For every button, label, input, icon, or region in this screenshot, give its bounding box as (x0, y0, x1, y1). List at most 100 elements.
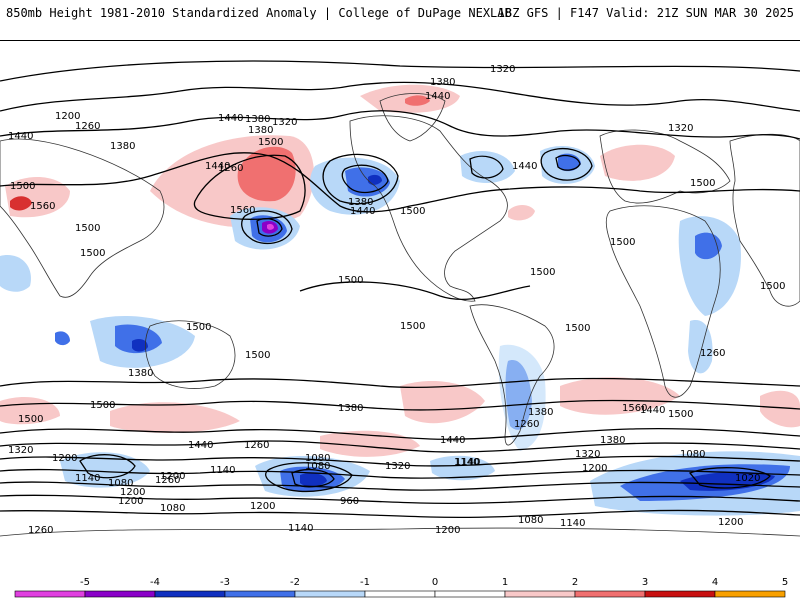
contour-label: 1500 (18, 414, 43, 425)
legend-color-swatch (644, 590, 716, 598)
contour-label: 1080 (108, 478, 133, 489)
legend-color-swatch (224, 590, 296, 598)
greenland-coast (379, 93, 446, 142)
legend-tick-label: 3 (642, 577, 648, 588)
contour-low-gulf-alaska-2 (341, 164, 389, 194)
contour-label: 1320 (490, 64, 515, 75)
contour-label: 1560 (622, 403, 647, 414)
legend-tick-label: -4 (150, 577, 160, 588)
contour-label: 1260 (75, 121, 100, 132)
contour-label: 1440 (218, 113, 243, 124)
map-title: 850mb Height 1981-2010 Standardized Anom… (6, 6, 512, 20)
contour-label: 1500 (400, 321, 425, 332)
contour-label: 1380 (430, 77, 455, 88)
positive-anomaly-atlantic (508, 205, 535, 221)
contour-label: 1080 (305, 461, 330, 472)
legend-tick-label: 5 (782, 577, 788, 588)
contour-label: 1500 (760, 281, 785, 292)
north-america-coast (349, 115, 508, 302)
australia-coast (145, 320, 236, 389)
legend-tick-label: 0 (432, 577, 438, 588)
contour-label: 1380 (528, 407, 553, 418)
legend-color-swatch (14, 590, 86, 598)
positive-anomaly-south-band-2 (110, 402, 240, 433)
africa-coast (605, 205, 721, 398)
asia-west-coast (0, 138, 165, 298)
negative-anomaly-subtropical-pacific-center (267, 224, 274, 230)
contour-label: 1080 (305, 453, 330, 464)
negative-anomaly-west-pacific-core (115, 324, 162, 354)
negative-anomaly-west-pacific-deep (132, 339, 148, 352)
height-contours (0, 60, 800, 519)
contour-low-south-pacific-2 (291, 468, 335, 488)
contour-1200-south (0, 481, 800, 491)
contour-label: 1380 (248, 125, 273, 136)
contour-label: 1500 (400, 206, 425, 217)
contour-label: 1440 (512, 161, 537, 172)
contour-low-canada (469, 155, 504, 179)
contour-label: 1320 (668, 123, 693, 134)
contour-label: 1560 (30, 201, 55, 212)
contour-label: 1440 (640, 405, 665, 416)
contour-label: 1380 (338, 403, 363, 414)
anomaly-shading (0, 84, 800, 516)
contour-label: 1200 (582, 463, 607, 474)
contour-label: 1500 (186, 322, 211, 333)
legend-tick-label: -2 (290, 577, 300, 588)
legend-tick-label: -1 (360, 577, 370, 588)
map-header: 850mb Height 1981-2010 Standardized Anom… (0, 0, 800, 41)
negative-anomaly-chile-light (498, 344, 546, 451)
contour-label: 1260 (244, 440, 269, 451)
contour-label: 1440 (350, 206, 375, 217)
south-america-coast (469, 304, 555, 446)
contour-label: 1260 (218, 163, 243, 174)
contour-label: 1500 (338, 275, 363, 286)
contour-label: 1200 (718, 517, 743, 528)
contour-label: 1080 (160, 503, 185, 514)
contour-1560-south (0, 377, 800, 389)
contour-label: 1500 (668, 409, 693, 420)
contour-1500-south (0, 399, 800, 411)
contour-label: 1440 (425, 91, 450, 102)
contour-label: 1140 (560, 518, 585, 529)
model-run-info: 18Z GFS | F147 Valid: 21Z SUN MAR 30 202… (497, 6, 794, 20)
legend-tick-label: 1 (502, 577, 508, 588)
world-map-panel: 1320 1380 1440 1200 1260 1380 1440 1500 … (0, 41, 800, 556)
contour-label: 1260 (700, 348, 725, 359)
contour-low-southern-ocean (688, 467, 771, 489)
antarctica-coast (0, 527, 800, 537)
contour-label: 1500 (245, 350, 270, 361)
contour-label: 1200 (118, 496, 143, 507)
contour-label: 1500 (90, 400, 115, 411)
legend-color-swatch (434, 590, 506, 598)
negative-anomaly-south-indian (60, 452, 150, 488)
contour-low-south-indian (79, 454, 136, 479)
contour-label: 1080 (680, 449, 705, 460)
contour-label: 1500 (258, 137, 283, 148)
color-scale-legend: -5 -4 -3 -2 -1 0 1 2 3 4 5 (0, 565, 800, 600)
contour-label: 1440 (440, 435, 465, 446)
contour-low-pacific-1 (241, 210, 293, 245)
contour-label: 1500 (610, 237, 635, 248)
contour-label: 1380 (600, 435, 625, 446)
contour-low-south-pacific-1 (265, 462, 353, 493)
contour-1260-south (0, 468, 800, 479)
positive-anomaly-south-band-4 (560, 377, 680, 415)
contour-label: 1200 (120, 487, 145, 498)
contour-label: 1320 (8, 445, 33, 456)
contour-1500-equatorial (299, 281, 531, 300)
contour-label: 1500 (690, 178, 715, 189)
contour-low-north-atlantic-1 (540, 148, 593, 181)
legend-color-swatch (504, 590, 576, 598)
contour-label: 1020 (735, 473, 760, 484)
positive-anomaly-south-band-5 (760, 390, 800, 428)
contour-label: 1380 (245, 114, 270, 125)
contour-1320-south (0, 455, 800, 467)
positive-anomaly-alaska-core (10, 196, 32, 211)
negative-anomaly-south-atlantic (430, 455, 495, 481)
legend-color-swatch (574, 590, 646, 598)
contour-label: 1140 (210, 465, 235, 476)
contour-1500-north (0, 152, 800, 213)
contour-label: 1200 (55, 111, 80, 122)
contour-label: 1440 (188, 440, 213, 451)
